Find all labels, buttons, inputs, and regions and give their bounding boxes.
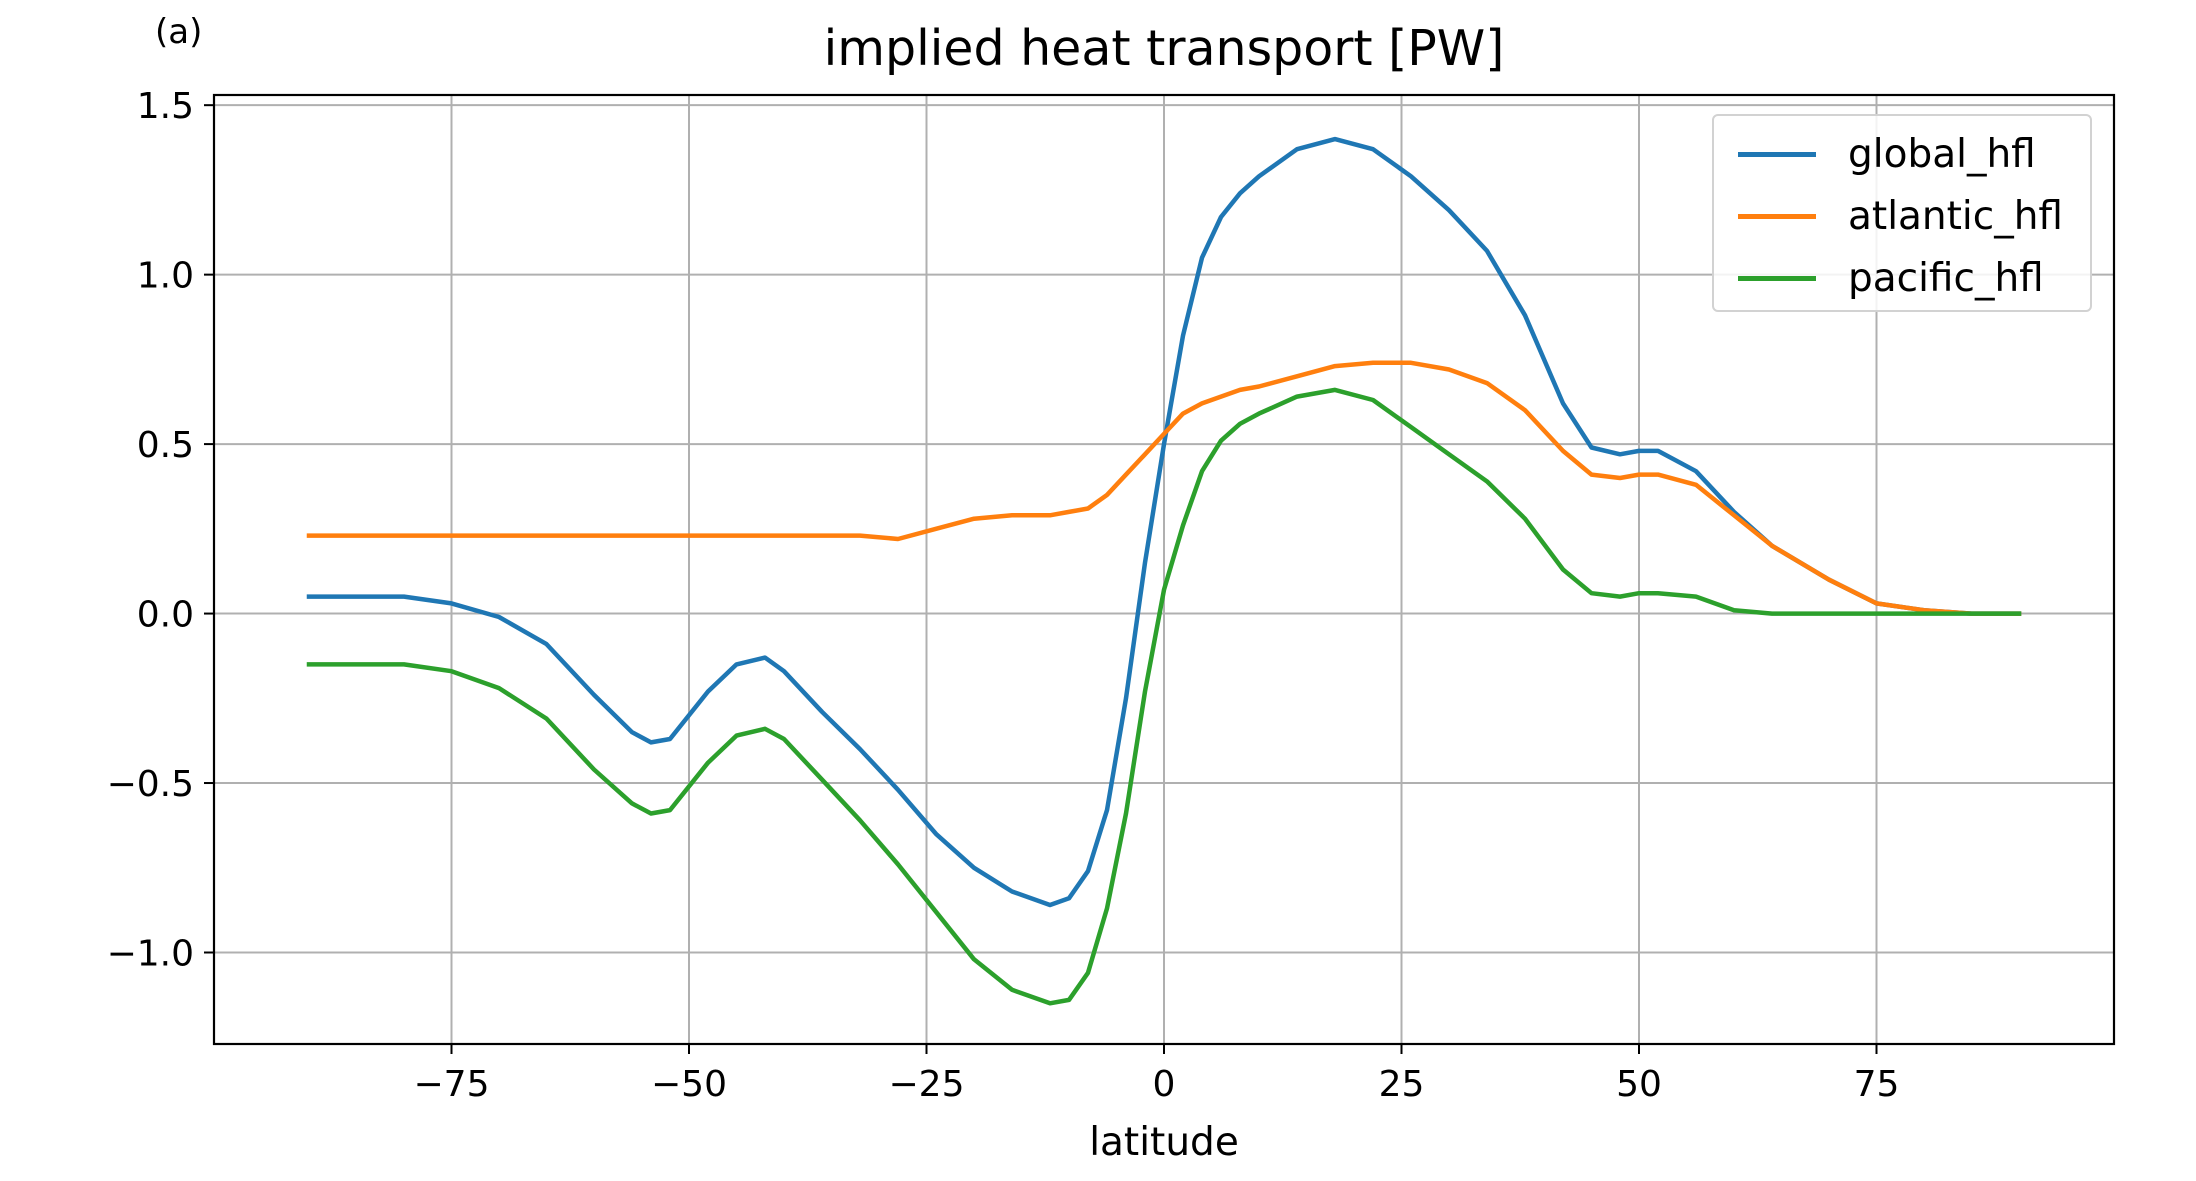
x-tick-label: 50 <box>1616 1064 1662 1105</box>
x-tick-label: 0 <box>1153 1064 1176 1105</box>
y-tick-label: 1.0 <box>137 256 194 297</box>
chart-title: implied heat transport [PW] <box>823 20 1505 77</box>
panel-label: (a) <box>155 12 203 52</box>
legend-label: atlantic_hfl <box>1848 194 2063 239</box>
x-axis-label: latitude <box>1089 1120 1239 1165</box>
series-line-global_hfl <box>306 136 2022 908</box>
legend-item-global_hfl: global_hfl <box>1714 124 2090 184</box>
y-tick-label: −1.0 <box>107 933 194 974</box>
legend-item-atlantic_hfl: atlantic_hfl <box>1714 186 2090 246</box>
legend-label: pacific_hfl <box>1848 256 2044 301</box>
legend-label: global_hfl <box>1848 132 2036 177</box>
legend-item-pacific_hfl: pacific_hfl <box>1714 248 2090 308</box>
legend: global_hfl atlantic_hfl pacific_hfl <box>1712 114 2092 312</box>
legend-swatch <box>1738 214 1816 219</box>
ticks-layer: −75 −50 −25 0 25 50 75 −1.0 −0.5 0.0 0.5 1.0 1.5 <box>107 86 1900 1105</box>
series-layer <box>306 136 2022 1006</box>
y-tick-label: 1.5 <box>137 86 194 127</box>
y-tick-label: 0.5 <box>137 425 194 466</box>
x-tick-label: 25 <box>1379 1064 1425 1105</box>
x-tick-label: −25 <box>889 1064 965 1105</box>
series-line-atlantic_hfl <box>306 360 2022 616</box>
y-tick-label: −0.5 <box>107 764 194 805</box>
x-tick-label: −50 <box>651 1064 727 1105</box>
legend-swatch <box>1738 152 1816 157</box>
x-tick-label: −75 <box>414 1064 490 1105</box>
series-line-pacific_hfl <box>306 387 2022 1006</box>
x-tick-label: 75 <box>1854 1064 1900 1105</box>
y-tick-label: 0.0 <box>137 595 194 636</box>
legend-swatch <box>1738 276 1816 281</box>
